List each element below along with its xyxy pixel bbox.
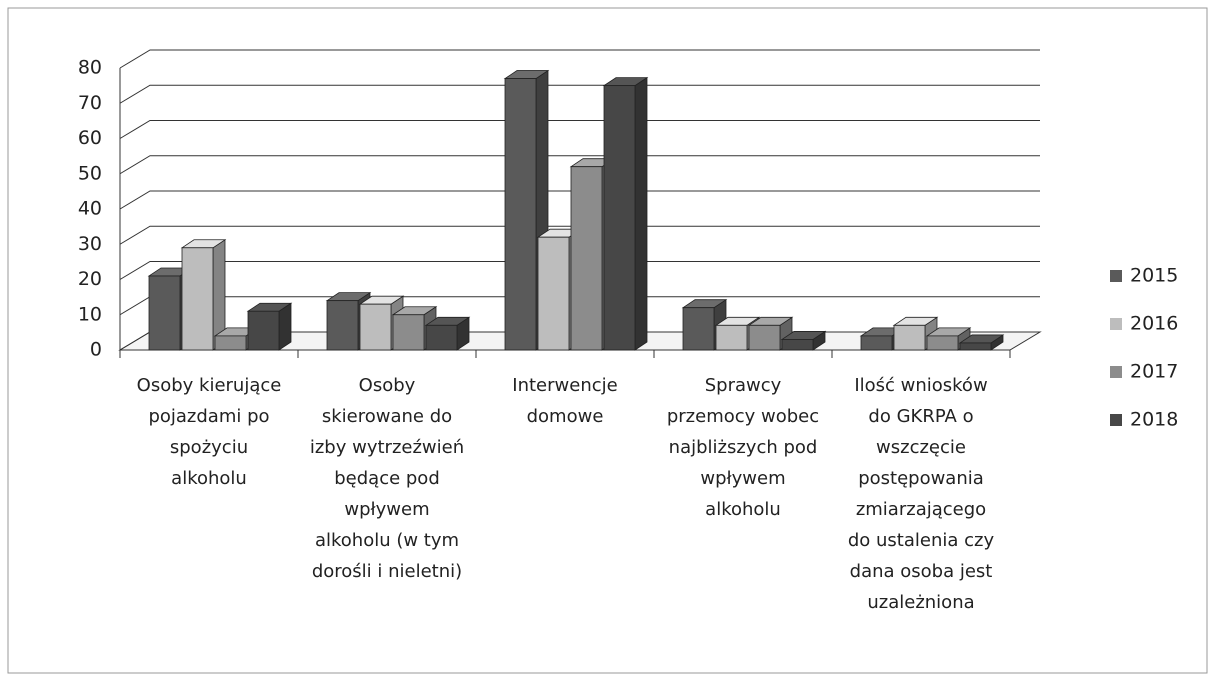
grid-line [119, 261, 1040, 280]
y-tick-label: 10 [78, 303, 102, 325]
grid-line [119, 84, 1040, 104]
grid-line [119, 155, 1040, 175]
x-tick-label: Ilość wniosków do GKRPA o wszczęcie post… [847, 375, 995, 613]
grid-line [119, 49, 1040, 69]
legend-label: 2017 [1130, 361, 1178, 383]
y-tick-label: 40 [78, 198, 102, 220]
bar [781, 339, 814, 351]
y-tick-label: 0 [90, 339, 102, 361]
legend-swatch [1110, 414, 1122, 426]
legend-label: 2018 [1130, 409, 1178, 431]
y-tick-label: 50 [78, 162, 102, 184]
y-tick-label: 70 [78, 92, 102, 114]
bar [425, 324, 458, 351]
grid-line [119, 225, 1040, 245]
bar [392, 314, 425, 351]
legend-swatch [1110, 366, 1122, 378]
bar [148, 275, 181, 351]
grid-line [119, 120, 1040, 139]
bar [537, 236, 570, 351]
bar [326, 300, 359, 351]
bar [247, 310, 280, 351]
y-tick-label: 80 [78, 57, 102, 79]
legend-label: 2015 [1130, 265, 1178, 287]
bar [359, 303, 392, 351]
bar [570, 166, 603, 351]
bar-side [634, 76, 648, 351]
legend-swatch [1110, 318, 1122, 330]
bar [926, 335, 959, 351]
bar [959, 342, 992, 351]
bar [682, 307, 715, 351]
y-tick-label: 30 [78, 233, 102, 255]
x-tick-label: Osoby skierowane do izby wytrzeźwień będ… [309, 375, 465, 582]
frame [7, 7, 1208, 674]
bar [181, 247, 214, 351]
bar [715, 324, 748, 351]
bar [748, 324, 781, 351]
legend-label: 2016 [1130, 313, 1178, 335]
bar [893, 324, 926, 351]
bar [214, 335, 247, 351]
bar [603, 85, 636, 351]
legend-swatch [1110, 270, 1122, 282]
y-tick-label: 60 [78, 127, 102, 149]
grid-line [119, 190, 1040, 210]
bar [860, 335, 893, 351]
x-tick-label: Osoby kierujące pojazdami po spożyciu al… [136, 375, 282, 489]
y-tick-label: 20 [78, 268, 102, 290]
x-tick-label: Interwencje domowe [512, 375, 618, 427]
x-tick-label: Sprawcy przemocy wobec najbliższych pod … [666, 375, 820, 520]
bar [504, 78, 537, 351]
